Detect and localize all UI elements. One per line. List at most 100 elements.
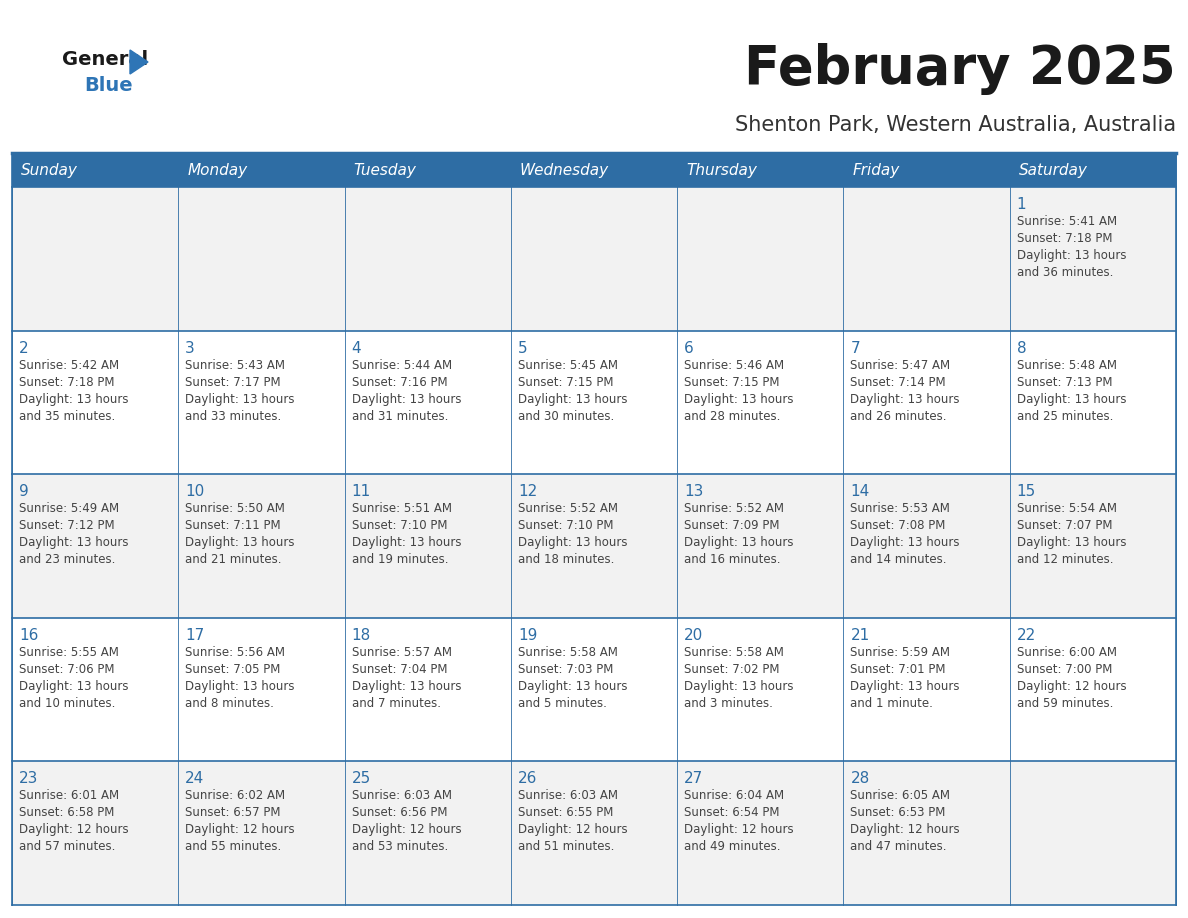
Text: Sunset: 7:10 PM: Sunset: 7:10 PM [518, 520, 613, 532]
Text: 17: 17 [185, 628, 204, 643]
Text: 10: 10 [185, 484, 204, 499]
Text: Sunrise: 5:41 AM: Sunrise: 5:41 AM [1017, 215, 1117, 228]
Text: Sunset: 7:10 PM: Sunset: 7:10 PM [352, 520, 447, 532]
Text: Sunset: 7:18 PM: Sunset: 7:18 PM [19, 375, 114, 388]
Text: 12: 12 [518, 484, 537, 499]
Text: Sunrise: 5:58 AM: Sunrise: 5:58 AM [684, 645, 784, 659]
Text: Sunset: 7:08 PM: Sunset: 7:08 PM [851, 520, 946, 532]
Text: Friday: Friday [853, 163, 899, 178]
Text: Tuesday: Tuesday [354, 163, 417, 178]
Text: Sunrise: 6:01 AM: Sunrise: 6:01 AM [19, 789, 119, 802]
Text: Daylight: 13 hours: Daylight: 13 hours [185, 680, 295, 693]
Text: Sunrise: 5:54 AM: Sunrise: 5:54 AM [1017, 502, 1117, 515]
Bar [12, 330, 1176, 475]
Text: Daylight: 12 hours: Daylight: 12 hours [518, 823, 627, 836]
Text: 13: 13 [684, 484, 703, 499]
Text: Daylight: 13 hours: Daylight: 13 hours [1017, 393, 1126, 406]
Text: Sunset: 6:57 PM: Sunset: 6:57 PM [185, 806, 280, 820]
Text: Daylight: 13 hours: Daylight: 13 hours [684, 536, 794, 549]
Bar [12, 761, 1176, 905]
Text: and 28 minutes.: and 28 minutes. [684, 409, 781, 422]
Text: and 12 minutes.: and 12 minutes. [1017, 554, 1113, 566]
Text: Wednesday: Wednesday [520, 163, 609, 178]
Text: Daylight: 13 hours: Daylight: 13 hours [352, 536, 461, 549]
Text: 28: 28 [851, 771, 870, 787]
Text: Sunrise: 6:03 AM: Sunrise: 6:03 AM [518, 789, 618, 802]
Text: 25: 25 [352, 771, 371, 787]
Text: Daylight: 13 hours: Daylight: 13 hours [684, 680, 794, 693]
Text: Daylight: 12 hours: Daylight: 12 hours [684, 823, 794, 836]
Text: Sunrise: 5:42 AM: Sunrise: 5:42 AM [19, 359, 119, 372]
Text: and 49 minutes.: and 49 minutes. [684, 840, 781, 854]
Text: Sunset: 7:06 PM: Sunset: 7:06 PM [19, 663, 114, 676]
Text: and 36 minutes.: and 36 minutes. [1017, 266, 1113, 279]
Text: and 8 minutes.: and 8 minutes. [185, 697, 274, 710]
Text: Sunset: 7:04 PM: Sunset: 7:04 PM [352, 663, 447, 676]
Text: Daylight: 13 hours: Daylight: 13 hours [851, 536, 960, 549]
Text: and 57 minutes.: and 57 minutes. [19, 840, 115, 854]
Text: Sunrise: 5:49 AM: Sunrise: 5:49 AM [19, 502, 119, 515]
Text: 2: 2 [19, 341, 29, 355]
Text: Sunrise: 5:48 AM: Sunrise: 5:48 AM [1017, 359, 1117, 372]
Text: and 33 minutes.: and 33 minutes. [185, 409, 282, 422]
Text: Sunset: 7:01 PM: Sunset: 7:01 PM [851, 663, 946, 676]
Text: Sunrise: 6:04 AM: Sunrise: 6:04 AM [684, 789, 784, 802]
Text: and 14 minutes.: and 14 minutes. [851, 554, 947, 566]
Text: Sunset: 7:05 PM: Sunset: 7:05 PM [185, 663, 280, 676]
Polygon shape [129, 50, 148, 74]
Text: Sunset: 7:13 PM: Sunset: 7:13 PM [1017, 375, 1112, 388]
Text: Daylight: 13 hours: Daylight: 13 hours [1017, 536, 1126, 549]
Text: 27: 27 [684, 771, 703, 787]
Bar [12, 475, 1176, 618]
Text: and 47 minutes.: and 47 minutes. [851, 840, 947, 854]
Text: 26: 26 [518, 771, 537, 787]
Bar [677, 155, 843, 187]
Text: Daylight: 13 hours: Daylight: 13 hours [19, 536, 128, 549]
Text: 4: 4 [352, 341, 361, 355]
Text: Daylight: 13 hours: Daylight: 13 hours [185, 536, 295, 549]
Text: Sunset: 6:58 PM: Sunset: 6:58 PM [19, 806, 114, 820]
Text: Sunset: 6:56 PM: Sunset: 6:56 PM [352, 806, 447, 820]
Text: and 5 minutes.: and 5 minutes. [518, 697, 607, 710]
Text: Sunrise: 5:50 AM: Sunrise: 5:50 AM [185, 502, 285, 515]
Text: 8: 8 [1017, 341, 1026, 355]
Text: Sunset: 7:11 PM: Sunset: 7:11 PM [185, 520, 280, 532]
Text: and 3 minutes.: and 3 minutes. [684, 697, 773, 710]
Bar [345, 155, 511, 187]
Text: Sunrise: 5:51 AM: Sunrise: 5:51 AM [352, 502, 451, 515]
Text: Daylight: 13 hours: Daylight: 13 hours [352, 680, 461, 693]
Text: 6: 6 [684, 341, 694, 355]
Text: and 23 minutes.: and 23 minutes. [19, 554, 115, 566]
Text: Daylight: 13 hours: Daylight: 13 hours [518, 680, 627, 693]
Text: Sunset: 7:16 PM: Sunset: 7:16 PM [352, 375, 447, 388]
Text: and 19 minutes.: and 19 minutes. [352, 554, 448, 566]
Text: and 51 minutes.: and 51 minutes. [518, 840, 614, 854]
Text: and 16 minutes.: and 16 minutes. [684, 554, 781, 566]
Text: and 53 minutes.: and 53 minutes. [352, 840, 448, 854]
Text: and 26 minutes.: and 26 minutes. [851, 409, 947, 422]
Text: Sunset: 7:00 PM: Sunset: 7:00 PM [1017, 663, 1112, 676]
Text: and 18 minutes.: and 18 minutes. [518, 554, 614, 566]
Text: and 10 minutes.: and 10 minutes. [19, 697, 115, 710]
Text: 18: 18 [352, 628, 371, 643]
Text: Sunrise: 6:02 AM: Sunrise: 6:02 AM [185, 789, 285, 802]
Text: Blue: Blue [84, 76, 133, 95]
Text: February 2025: February 2025 [745, 43, 1176, 95]
Text: and 25 minutes.: and 25 minutes. [1017, 409, 1113, 422]
Text: Sunrise: 5:47 AM: Sunrise: 5:47 AM [851, 359, 950, 372]
Text: 1: 1 [1017, 197, 1026, 212]
Text: Sunset: 7:07 PM: Sunset: 7:07 PM [1017, 520, 1112, 532]
Text: Sunrise: 5:56 AM: Sunrise: 5:56 AM [185, 645, 285, 659]
Text: and 35 minutes.: and 35 minutes. [19, 409, 115, 422]
Text: and 1 minute.: and 1 minute. [851, 697, 934, 710]
Text: Saturday: Saturday [1019, 163, 1087, 178]
Text: 3: 3 [185, 341, 195, 355]
Text: Shenton Park, Western Australia, Australia: Shenton Park, Western Australia, Austral… [735, 115, 1176, 135]
Text: 23: 23 [19, 771, 38, 787]
Bar [511, 155, 677, 187]
Text: Daylight: 12 hours: Daylight: 12 hours [1017, 680, 1126, 693]
Text: Sunset: 7:14 PM: Sunset: 7:14 PM [851, 375, 946, 388]
Bar [12, 187, 1176, 330]
Text: 5: 5 [518, 341, 527, 355]
Text: Sunrise: 5:57 AM: Sunrise: 5:57 AM [352, 645, 451, 659]
